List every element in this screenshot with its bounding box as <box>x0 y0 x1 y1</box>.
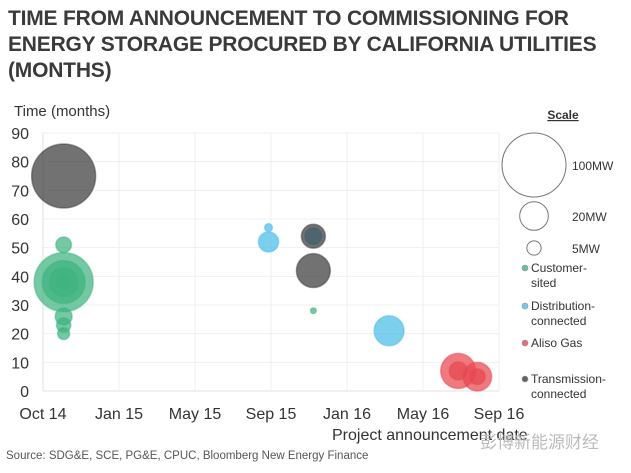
bubble-customer-sited <box>309 307 317 315</box>
x-tick-label: Jan 15 <box>95 406 143 423</box>
bubble-customer-sited <box>56 326 71 341</box>
y-tick-label: 90 <box>11 126 29 143</box>
legend-marker <box>521 264 529 272</box>
scale-legend-circle <box>519 201 549 231</box>
legend-label: sited <box>531 276 556 290</box>
bubble-customer-sited <box>55 274 72 290</box>
bubble-transmission-connected <box>300 223 327 249</box>
legend-label: Aliso Gas <box>531 336 582 350</box>
legend-marker <box>521 375 529 383</box>
scale-legend-title: Scale <box>547 108 579 122</box>
x-tick-label: Oct 14 <box>19 406 66 423</box>
bubble-customer-sited <box>55 236 73 254</box>
bubble-distribution-connected <box>257 231 280 253</box>
legend-label: Distribution- <box>531 299 595 313</box>
y-tick-label: 40 <box>11 269 29 286</box>
y-tick-label: 10 <box>11 355 29 372</box>
chart-title: TIME FROM ANNOUNCEMENT TO COMMISSIONING … <box>8 7 597 82</box>
scale-legend-label: 100MW <box>572 159 614 173</box>
y-tick-label: 20 <box>11 327 29 344</box>
y-tick-label: 80 <box>11 155 29 172</box>
y-tick-label: 0 <box>20 384 29 401</box>
source-note: Source: SDG&E, SCE, PG&E, CPUC, Bloomber… <box>6 450 369 462</box>
y-axis-label: Time (months) <box>14 103 110 120</box>
legend-label: connected <box>531 314 586 328</box>
x-tick-label: Sep 16 <box>474 406 525 423</box>
bubble-distribution-connected <box>263 222 274 233</box>
bubble-aliso-gas <box>468 368 486 386</box>
legend-marker <box>521 339 529 347</box>
y-tick-label: 60 <box>11 212 29 229</box>
bubble-distribution-connected <box>373 315 405 347</box>
bubble-transmission-connected <box>30 143 97 209</box>
scale-legend-circle <box>526 240 542 256</box>
legend-label: Transmission- <box>531 372 606 386</box>
y-tick-label: 70 <box>11 183 29 200</box>
y-tick-label: 30 <box>11 298 29 315</box>
bubble-transmission-connected <box>295 252 332 289</box>
legend-label: Customer- <box>531 261 587 275</box>
x-tick-label: Sep 15 <box>246 406 297 423</box>
x-axis-label: Project announcement date <box>332 427 528 444</box>
x-tick-label: May 15 <box>169 406 222 423</box>
x-tick-label: May 16 <box>397 406 450 423</box>
x-tick-label: Jan 16 <box>323 406 371 423</box>
scale-legend-circle <box>501 132 567 198</box>
y-tick-label: 50 <box>11 241 29 258</box>
legend-marker <box>521 302 529 310</box>
scale-legend-label: 5MW <box>572 242 601 256</box>
scale-legend-label: 20MW <box>572 210 607 224</box>
watermark: 彭博新能源财经 <box>480 433 599 452</box>
legend-label: connected <box>531 387 586 401</box>
